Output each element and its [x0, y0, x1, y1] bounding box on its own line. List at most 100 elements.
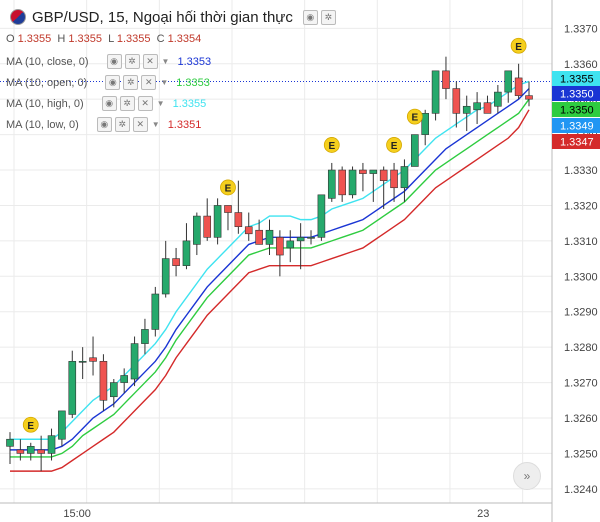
candle-body: [255, 229, 263, 245]
event-marker-label: E: [411, 113, 418, 124]
indicator-label: MA (10, high, 0): [6, 97, 84, 110]
high-value: 1.3355: [68, 33, 103, 45]
candle-body: [193, 215, 201, 245]
high-label: H: [57, 33, 66, 45]
settings-icon[interactable]: ✲: [124, 54, 140, 69]
price-tick-label: 1.3320: [564, 200, 598, 212]
candle-body: [151, 293, 160, 330]
event-marker: [406, 108, 423, 125]
candle-body: [514, 77, 523, 96]
candle-body: [78, 361, 87, 363]
price-tag-box: [552, 71, 600, 86]
price-tag-box: [552, 102, 600, 117]
price-tag-label: 1.3350: [560, 89, 594, 101]
close-icon[interactable]: ✕: [142, 54, 158, 69]
candle-body: [265, 229, 274, 245]
event-markers: E E E E E E: [22, 37, 527, 433]
low-value: 1.3355: [116, 33, 151, 45]
candle-body: [359, 169, 367, 174]
candle-body: [141, 329, 149, 344]
indicator-value: 1.3355: [172, 97, 207, 110]
candle-body: [348, 169, 357, 196]
close-icon[interactable]: ✕: [132, 117, 148, 132]
candlesticks: [6, 56, 533, 472]
close-icon[interactable]: ✕: [137, 96, 153, 111]
settings-icon[interactable]: ✲: [123, 75, 139, 90]
price-tick-label: 1.3300: [564, 271, 598, 283]
candle-body: [307, 237, 315, 239]
candle-body: [400, 166, 409, 189]
event-marker-label: E: [225, 183, 232, 194]
low-label: L: [108, 33, 114, 45]
price-tick-label: 1.3280: [564, 342, 598, 354]
price-tag-label: 1.3349: [560, 121, 594, 133]
chevron-down-icon[interactable]: ▼: [160, 78, 169, 87]
visibility-icon[interactable]: ◉: [106, 54, 122, 69]
time-tick-label: 23: [477, 508, 489, 520]
settings-icon[interactable]: ✲: [114, 117, 130, 132]
event-marker-label: E: [391, 141, 398, 152]
candle-body: [452, 88, 461, 114]
price-tick-label: 1.3240: [564, 484, 598, 496]
candle-body: [26, 446, 35, 454]
price-tag-label: 1.3355: [560, 74, 594, 86]
time-tick-label: 15:00: [63, 508, 91, 520]
indicator-label: MA (10, open, 0): [6, 76, 88, 89]
candle-body: [327, 169, 336, 199]
candle-body: [462, 105, 471, 114]
gbp-usd-flag-icon: [10, 9, 26, 25]
indicator-ma-open[interactable]: MA (10, open, 0) ◉ ✲ ✕ ▼ 1.3353: [6, 75, 210, 90]
event-marker-label: E: [328, 141, 335, 152]
event-marker-label: E: [515, 42, 522, 53]
time-axis: 15:00 23: [63, 508, 489, 520]
candle-body: [442, 70, 450, 89]
candle-body: [525, 95, 533, 100]
open-value: 1.3355: [17, 33, 52, 45]
candle-body: [172, 258, 180, 266]
chevron-down-icon[interactable]: ▼: [156, 99, 165, 108]
candle-body: [338, 169, 346, 196]
candle-body: [234, 212, 243, 228]
price-tick-label: 1.3260: [564, 413, 598, 425]
price-tick-label: 1.3360: [564, 59, 598, 71]
price-tag-label: 1.3347: [560, 137, 594, 149]
indicator-ma-close[interactable]: MA (10, close, 0) ◉ ✲ ✕ ▼ 1.3353: [6, 54, 211, 69]
open-label: O: [6, 33, 15, 45]
candle-body: [130, 343, 139, 380]
chevron-down-icon[interactable]: ▼: [161, 57, 170, 66]
candle-body: [110, 382, 118, 398]
price-tick-label: 1.3370: [564, 23, 598, 35]
chevron-down-icon[interactable]: ▼: [151, 120, 160, 129]
candle-body: [224, 205, 232, 213]
visibility-icon[interactable]: ◉: [96, 117, 112, 132]
visibility-icon[interactable]: ◉: [101, 96, 117, 111]
candle-body: [120, 375, 128, 383]
ma-line: [10, 88, 530, 451]
candle-body: [182, 240, 191, 266]
candle-body: [213, 205, 222, 238]
event-marker-label: E: [27, 421, 34, 432]
candle-body: [483, 102, 492, 114]
price-tick-label: 1.3310: [564, 236, 598, 248]
indicator-value: 1.3351: [167, 118, 202, 131]
visibility-icon[interactable]: ◉: [302, 9, 318, 25]
scroll-to-realtime-button[interactable]: »: [513, 462, 541, 490]
price-tick-label: 1.3330: [564, 165, 598, 177]
event-marker: [386, 137, 402, 153]
candle-body: [161, 258, 170, 295]
visibility-icon[interactable]: ◉: [105, 75, 121, 90]
price-tag-box: [552, 86, 600, 101]
indicator-ma-high[interactable]: MA (10, high, 0) ◉ ✲ ✕ ▼ 1.3355: [6, 96, 206, 111]
candle-body: [369, 169, 378, 174]
candle-body: [203, 215, 212, 238]
indicator-ma-low[interactable]: MA (10, low, 0) ◉ ✲ ✕ ▼ 1.3351: [6, 117, 201, 132]
settings-icon[interactable]: ✲: [320, 9, 336, 25]
candle-body: [58, 410, 66, 440]
settings-icon[interactable]: ✲: [119, 96, 135, 111]
candle-body: [68, 361, 77, 415]
close-icon[interactable]: ✕: [141, 75, 157, 90]
candle-body: [47, 435, 56, 454]
indicator-value: 1.3353: [176, 76, 210, 89]
